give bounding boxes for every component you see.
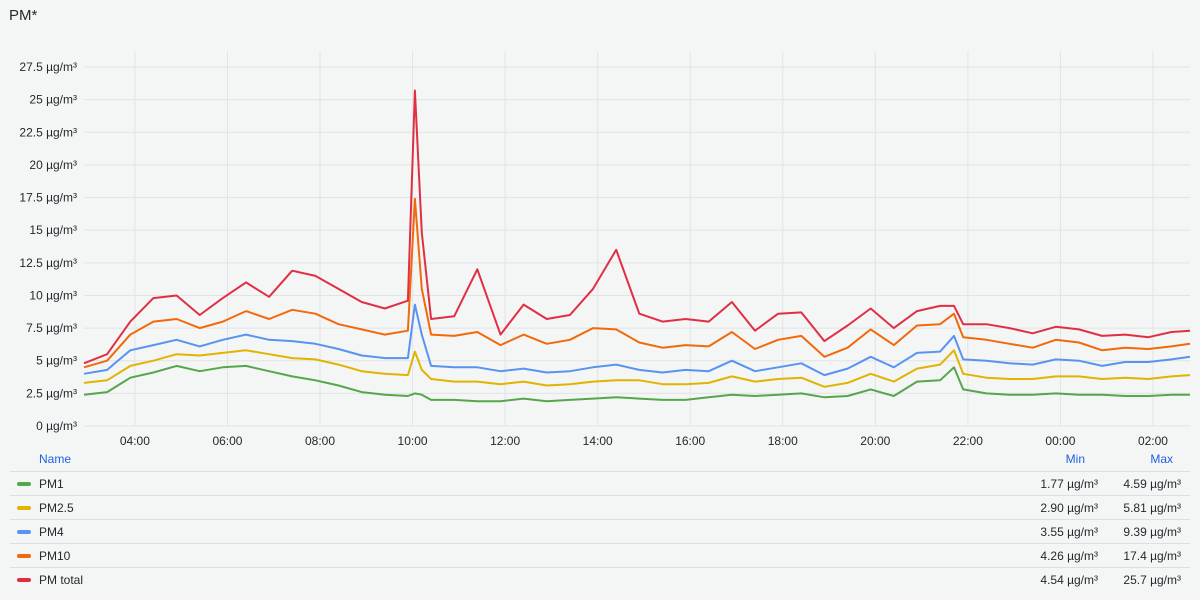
y-tick-label: 22.5 µg/m³ <box>19 125 77 139</box>
legend-max-value: 25.7 µg/m³ <box>1123 573 1181 587</box>
chart-grid <box>84 51 1190 427</box>
legend-label[interactable]: PM10 <box>39 549 71 563</box>
legend-header: Name Min Max <box>10 452 1190 471</box>
legend-table: Name Min Max PM1 1.77 µg/m³ 4.59 µg/m³ PM2.… <box>10 452 1190 591</box>
y-tick-label: 5 µg/m³ <box>36 354 77 368</box>
x-tick-label: 22:00 <box>953 434 983 448</box>
series-line-pm-total[interactable] <box>83 89 1191 365</box>
series-line-pm4[interactable] <box>83 303 1191 377</box>
y-tick-label: 15 µg/m³ <box>29 223 77 237</box>
chart-series <box>83 89 1191 403</box>
series-line-pm10[interactable] <box>83 197 1191 369</box>
legend-min-value: 4.54 µg/m³ <box>1040 573 1098 587</box>
legend-max-value: 4.59 µg/m³ <box>1123 477 1181 491</box>
x-tick-label: 04:00 <box>120 434 150 448</box>
panel-title: PM* <box>9 7 38 24</box>
x-tick-label: 16:00 <box>675 434 705 448</box>
x-tick-label: 20:00 <box>860 434 890 448</box>
legend-row[interactable]: PM total 4.54 µg/m³ 25.7 µg/m³ <box>10 567 1190 591</box>
y-tick-label: 25 µg/m³ <box>29 93 77 107</box>
legend-label[interactable]: PM1 <box>39 477 64 491</box>
series-line-pm2-5[interactable] <box>83 349 1191 388</box>
legend-row[interactable]: PM1 1.77 µg/m³ 4.59 µg/m³ <box>10 471 1190 495</box>
legend-row[interactable]: PM4 3.55 µg/m³ 9.39 µg/m³ <box>10 519 1190 543</box>
y-axis-ticks: 0 µg/m³ 2.5 µg/m³ 5 µg/m³ 7.5 µg/m³ 10 µg/m³… <box>19 60 77 433</box>
legend-min-header[interactable]: Min <box>1065 452 1085 466</box>
y-tick-label: 7.5 µg/m³ <box>26 321 77 335</box>
legend-swatch[interactable] <box>17 482 31 486</box>
y-tick-label: 27.5 µg/m³ <box>19 60 77 74</box>
legend-label[interactable]: PM4 <box>39 525 64 539</box>
legend-swatch[interactable] <box>17 506 31 510</box>
legend-min-value: 4.26 µg/m³ <box>1040 549 1098 563</box>
legend-row[interactable]: PM10 4.26 µg/m³ 17.4 µg/m³ <box>10 543 1190 567</box>
y-tick-label: 12.5 µg/m³ <box>19 256 77 270</box>
x-tick-label: 08:00 <box>305 434 335 448</box>
legend-row[interactable]: PM2.5 2.90 µg/m³ 5.81 µg/m³ <box>10 495 1190 519</box>
legend-min-value: 1.77 µg/m³ <box>1040 477 1098 491</box>
legend-max-value: 5.81 µg/m³ <box>1123 501 1181 515</box>
y-tick-label: 10 µg/m³ <box>29 288 77 302</box>
legend-swatch[interactable] <box>17 530 31 534</box>
x-tick-label: 06:00 <box>212 434 242 448</box>
x-tick-label: 00:00 <box>1045 434 1075 448</box>
legend-swatch[interactable] <box>17 578 31 582</box>
legend-max-value: 9.39 µg/m³ <box>1123 525 1181 539</box>
x-tick-label: 12:00 <box>490 434 520 448</box>
x-tick-label: 14:00 <box>583 434 613 448</box>
series-line-pm1[interactable] <box>83 364 1190 403</box>
y-tick-label: 20 µg/m³ <box>29 158 77 172</box>
pm-line-chart: 0 µg/m³ 2.5 µg/m³ 5 µg/m³ 7.5 µg/m³ 10 µg/m³… <box>19 51 1191 448</box>
legend-name-header[interactable]: Name <box>39 452 72 466</box>
y-tick-label: 2.5 µg/m³ <box>26 386 77 400</box>
legend-min-value: 2.90 µg/m³ <box>1040 501 1098 515</box>
y-tick-label: 17.5 µg/m³ <box>19 191 77 205</box>
legend-max-value: 17.4 µg/m³ <box>1123 549 1181 563</box>
x-tick-label: 02:00 <box>1138 434 1168 448</box>
y-tick-label: 0 µg/m³ <box>36 419 77 433</box>
legend-swatch[interactable] <box>17 554 31 558</box>
x-tick-label: 10:00 <box>398 434 428 448</box>
legend-max-header[interactable]: Max <box>1150 452 1173 466</box>
legend-label[interactable]: PM2.5 <box>39 501 74 515</box>
legend-label[interactable]: PM total <box>39 573 84 587</box>
x-axis-ticks: 04:00 06:00 08:00 10:00 12:00 14:00 16:00 18:00… <box>120 434 1168 448</box>
legend-min-value: 3.55 µg/m³ <box>1040 525 1098 539</box>
x-tick-label: 18:00 <box>768 434 798 448</box>
